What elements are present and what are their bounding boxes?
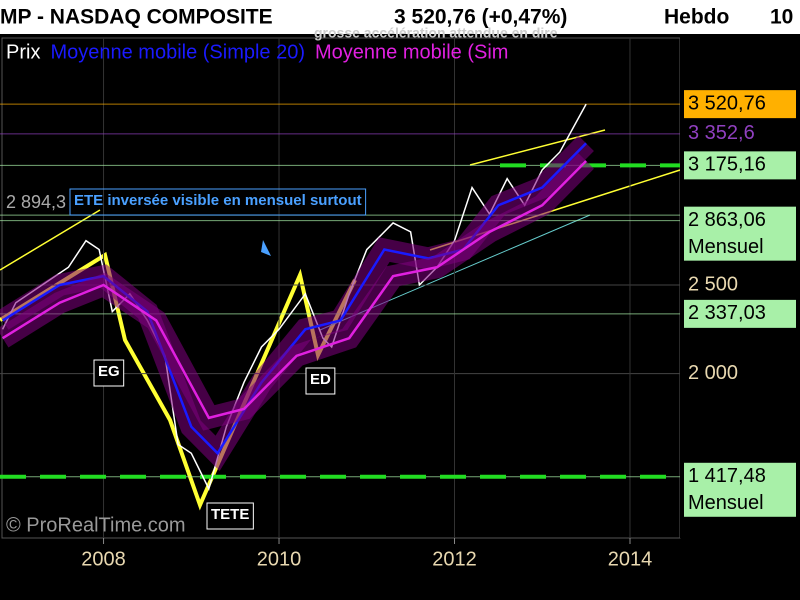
level-note: Mensuel bbox=[688, 492, 764, 514]
level-label: 2 337,03 bbox=[688, 302, 766, 324]
level-box bbox=[684, 462, 796, 517]
x-tick-label: 2014 bbox=[608, 548, 653, 570]
header-bar bbox=[0, 0, 800, 34]
annotation-box bbox=[305, 367, 336, 395]
annotation-box bbox=[69, 188, 367, 216]
legend-entry: Moyenne mobile (Simple 20) bbox=[50, 41, 305, 63]
level-label: 3 175,16 bbox=[688, 154, 766, 176]
x-tick-label: 2010 bbox=[257, 548, 302, 570]
legend-entry: Moyenne mobile (Sim bbox=[315, 41, 508, 63]
annotation: grosse accélération attendue en dire bbox=[314, 25, 558, 41]
annotation: ETE inversée visible en mensuel surtout bbox=[74, 192, 362, 209]
level-label: 1 417,48 bbox=[688, 465, 766, 487]
y-tick-label: 2 000 bbox=[688, 362, 738, 384]
period: Hebdo bbox=[664, 6, 729, 29]
legend-entry: Prix bbox=[6, 41, 40, 63]
level-label: 2 863,06 bbox=[688, 209, 766, 231]
annotation: EG bbox=[98, 363, 120, 380]
trend-line bbox=[0, 209, 101, 271]
x-tick-label: 2008 bbox=[81, 548, 126, 570]
series-line bbox=[1, 160, 588, 420]
period-cut: 10 bbox=[770, 6, 793, 29]
x-tick-label: 2012 bbox=[432, 548, 477, 570]
level-box bbox=[684, 299, 796, 328]
level-label: 3 352,6 bbox=[688, 122, 755, 144]
trend-line bbox=[469, 129, 606, 166]
level-note: Mensuel bbox=[688, 236, 764, 258]
quote: 3 520,76 (+0,47%) bbox=[394, 6, 567, 29]
chart-title: MP - NASDAQ COMPOSITE bbox=[0, 6, 273, 29]
annotation: ED bbox=[310, 371, 331, 388]
annotation: TETE bbox=[211, 506, 249, 523]
level-box bbox=[684, 151, 796, 180]
y-tick-label: 2 500 bbox=[688, 273, 738, 295]
level-box bbox=[684, 90, 796, 119]
left-level-label: 2 894,3 bbox=[6, 192, 66, 212]
copyright: © ProRealTime.com bbox=[6, 514, 186, 536]
annotation-box bbox=[206, 502, 254, 530]
plot bbox=[0, 38, 681, 538]
annotation-box bbox=[93, 359, 125, 387]
arrow bbox=[261, 240, 271, 256]
level-label: 3 520,76 bbox=[688, 92, 766, 114]
level-box bbox=[684, 206, 796, 261]
